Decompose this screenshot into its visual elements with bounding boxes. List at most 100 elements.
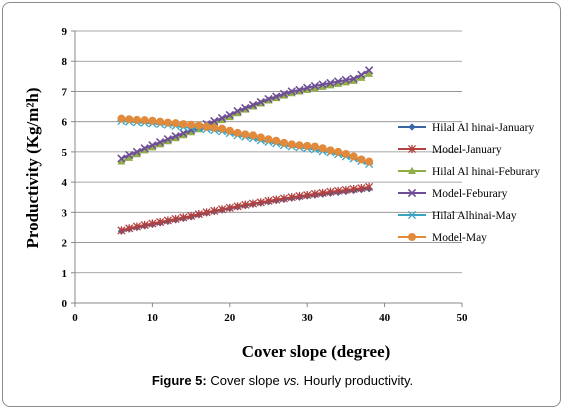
series-3-point-8 [179, 128, 188, 138]
series-5-point-27 [326, 146, 335, 155]
series-2-point-25 [310, 84, 319, 92]
series-3-point-20 [272, 92, 281, 101]
x-tick-label-10: 10 [147, 312, 159, 324]
series-1-point-25 [310, 189, 319, 198]
y-tick-label-1: 1 [62, 268, 68, 280]
legend-entry-0: Hilal Al hinai-January [398, 122, 534, 134]
caption-text-before: Cover slope [206, 373, 284, 388]
series-1-point-30 [349, 184, 358, 194]
series-2-point-30 [349, 76, 358, 84]
series-1-point-17 [248, 199, 258, 208]
series-3-point-22 [287, 87, 296, 96]
legend-entry-1: Model-January [398, 144, 502, 156]
series-2-point-26 [318, 82, 327, 90]
series-1-point-11 [202, 208, 211, 217]
series-5-point-4 [148, 116, 157, 125]
series-2-point-28 [334, 79, 343, 87]
series-5-point-11 [202, 122, 211, 131]
series-5-point-9 [187, 120, 196, 129]
series-5-point-5 [156, 117, 165, 126]
series-5-point-7 [171, 119, 180, 128]
series-3-point-23 [295, 85, 304, 95]
series-0 [117, 185, 373, 235]
figure-frame [2, 2, 561, 407]
series-5-point-31 [357, 155, 366, 164]
series-3-point-28 [333, 77, 343, 86]
series-5-point-21 [279, 138, 288, 147]
series-3-point-14 [225, 110, 234, 120]
series-5-point-30 [349, 152, 358, 161]
legend-entry-5: Model-May [398, 232, 487, 244]
series-5-point-19 [264, 135, 273, 144]
figure-label: Figure 5: [151, 373, 207, 388]
x-tick-label-0: 0 [72, 312, 78, 324]
series-1-point-13 [218, 205, 227, 214]
series-3-point-21 [279, 89, 289, 99]
series-5-point-8 [179, 120, 188, 129]
series-5-point-15 [233, 128, 242, 137]
series-2-point-13 [218, 115, 227, 124]
series-5-point-26 [318, 144, 327, 153]
series-1-point-27 [326, 187, 335, 196]
series-2-point-3 [140, 146, 149, 154]
legend-label-1: Model-January [432, 144, 502, 156]
series-3-point-12 [210, 116, 219, 126]
series-2-point-6 [163, 137, 172, 145]
series-1-point-2 [132, 222, 141, 231]
series-2-point-4 [148, 143, 157, 151]
series-5-point-0 [117, 114, 126, 123]
series-1-point-31 [357, 184, 366, 193]
series-2-point-2 [132, 150, 141, 158]
series-2-point-0 [117, 157, 126, 165]
series-1-point-1 [125, 224, 134, 233]
series-1-point-23 [295, 191, 304, 201]
legend-swatch-marker-0 [408, 123, 416, 131]
series-2-point-14 [225, 112, 234, 121]
series-1-point-28 [334, 186, 343, 195]
series-2-point-29 [341, 78, 350, 86]
series-1-point-19 [264, 196, 273, 205]
y-tick-label-9: 9 [62, 26, 68, 38]
series-5-point-22 [287, 140, 296, 149]
series-5-point-25 [310, 142, 319, 151]
figure-caption: Figure 5: Cover slope vs. Hourly product… [0, 373, 565, 388]
series-3-point-1 [125, 150, 134, 160]
series-2-point-24 [303, 85, 312, 93]
series-3-point-2 [132, 147, 142, 157]
series-3-point-5 [155, 138, 165, 147]
series-2-point-1 [125, 153, 134, 161]
y-tick-label-7: 7 [62, 86, 68, 98]
series-3-point-30 [349, 74, 358, 83]
series-3-point-3 [140, 144, 149, 153]
legend-swatch-marker-3 [407, 188, 417, 198]
legend-label-0: Hilal Al hinai-January [432, 122, 534, 134]
series-3-point-0 [117, 154, 126, 163]
series-3-point-31 [357, 70, 366, 79]
tick-labels: 0 1 2 3 4 5 6 7 8 9 0 10 20 30 40 50 [62, 26, 469, 324]
legend-entry-3: Model-Feburary [398, 188, 508, 200]
y-tick-label-6: 6 [62, 117, 68, 129]
series-3-point-17 [248, 100, 258, 110]
series-5-point-2 [132, 115, 141, 124]
series-2-point-9 [187, 128, 196, 136]
legend-swatch-marker-4 [407, 210, 417, 220]
legend-entry-4: Hilal Alhinai-May [398, 210, 517, 222]
series-5-point-17 [249, 131, 258, 140]
series-2-point-5 [156, 140, 165, 148]
legend-swatch-marker-2 [408, 166, 416, 174]
legend-entry-2: Hilal Al hinai-Feburary [398, 166, 540, 178]
series-5-point-32 [365, 157, 374, 166]
legend-label-2: Hilal Al hinai-Feburary [432, 166, 540, 178]
series-5-point-23 [295, 141, 304, 150]
y-tick-label-4: 4 [62, 177, 68, 189]
series-3-point-19 [264, 94, 273, 104]
series-1 [117, 182, 374, 235]
series-layer [117, 66, 374, 235]
x-tick-label-30: 30 [302, 312, 314, 324]
series-1-point-7 [171, 214, 180, 224]
series-1-point-0 [117, 226, 126, 235]
series-5-point-1 [125, 115, 134, 124]
series-5-point-14 [225, 126, 234, 135]
y-tick-label-2: 2 [62, 238, 68, 250]
series-3-point-16 [241, 103, 250, 113]
